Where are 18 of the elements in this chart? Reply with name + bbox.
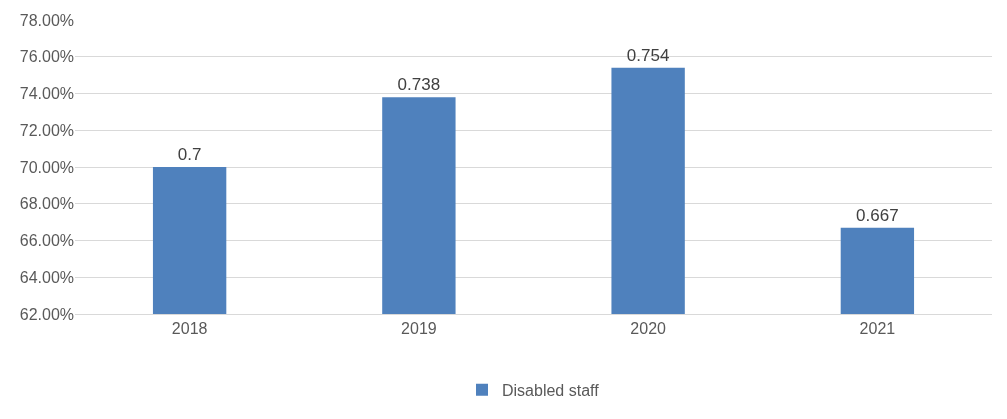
y-tick-label: 78.00% xyxy=(19,11,74,29)
x-tick-label: 2021 xyxy=(859,320,896,338)
y-tick-label: 66.00% xyxy=(19,232,74,250)
x-tick-label: 2018 xyxy=(171,320,208,338)
y-tick-label: 76.00% xyxy=(19,48,74,66)
y-tick-label: 70.00% xyxy=(19,158,74,176)
x-tick-label: 2019 xyxy=(401,320,437,338)
data-label: 0.754 xyxy=(626,45,670,65)
data-label: 0.667 xyxy=(856,205,899,225)
data-label: 0.738 xyxy=(397,75,441,95)
data-label: 0.7 xyxy=(177,145,202,164)
y-tick-label: 64.00% xyxy=(19,268,74,286)
legend-label: Disabled staff xyxy=(502,381,600,399)
x-tick-label: 2020 xyxy=(630,320,667,338)
y-tick-label: 68.00% xyxy=(19,195,74,213)
y-tick-label: 62.00% xyxy=(19,305,74,323)
y-tick-label: 72.00% xyxy=(19,121,74,139)
y-tick-label: 74.00% xyxy=(19,85,74,103)
